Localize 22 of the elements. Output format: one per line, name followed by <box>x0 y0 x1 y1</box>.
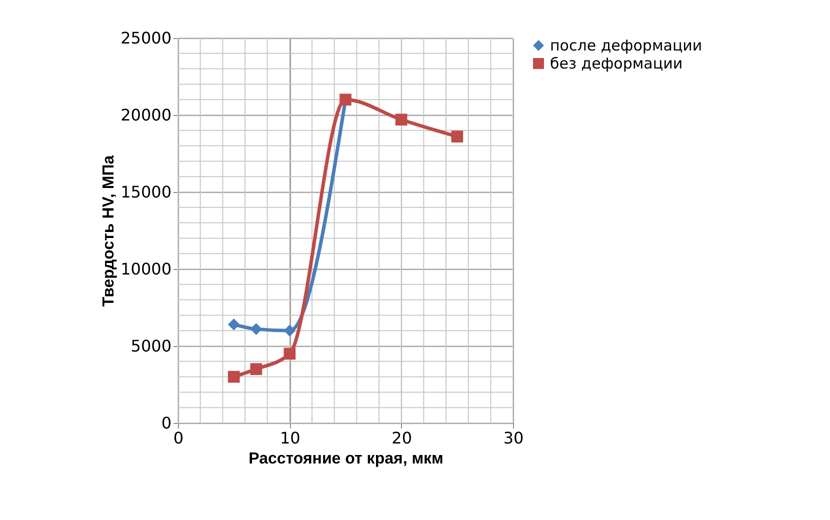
point <box>250 363 262 376</box>
point <box>284 348 296 360</box>
y-tick-label: 15000 <box>120 182 172 202</box>
y-tick-label: 10000 <box>120 260 172 278</box>
point <box>284 324 296 337</box>
x-tick-label: 10 <box>280 428 300 448</box>
point <box>395 114 408 126</box>
point <box>228 370 240 383</box>
point <box>451 130 464 142</box>
x-axis-title: Расстояние от края, мкм <box>248 450 444 468</box>
y-tick-label: 25000 <box>120 28 172 48</box>
y-tick-label: 5000 <box>130 336 172 356</box>
y-axis-title: Твердость HV, МПа <box>100 155 118 307</box>
x-tick-label: 0 <box>173 428 184 448</box>
point <box>228 318 240 330</box>
x-tick-label: 30 <box>503 428 524 448</box>
point <box>250 323 262 335</box>
legend-label: после деформации <box>550 36 702 54</box>
x-tick-label: 20 <box>392 428 412 448</box>
y-tick-label: 0 <box>161 414 172 432</box>
legend-label: без деформации <box>550 54 683 72</box>
y-tick-label: 20000 <box>120 106 172 124</box>
